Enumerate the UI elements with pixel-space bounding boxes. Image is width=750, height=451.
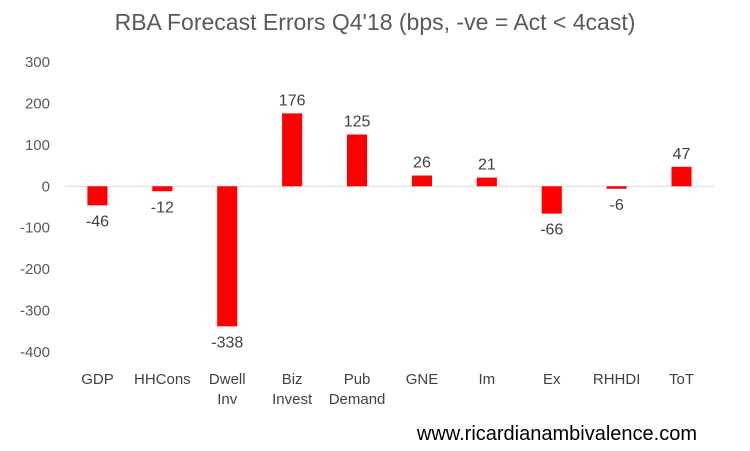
- bar: [411, 175, 433, 187]
- y-tick-label: 100: [25, 137, 50, 154]
- y-tick-label: -400: [20, 344, 50, 361]
- footer-source-url[interactable]: www.ricardianambivalence.com: [416, 423, 697, 445]
- data-label: 47: [673, 146, 691, 163]
- x-tick-label: Dwell: [209, 371, 246, 388]
- bar: [476, 177, 497, 187]
- y-tick-label: 200: [25, 95, 50, 112]
- data-label: -12: [151, 199, 174, 216]
- bar-series: [87, 113, 692, 327]
- x-tick-label: Ex: [543, 371, 561, 388]
- bar: [217, 186, 238, 327]
- chart-title: RBA Forecast Errors Q4'18 (bps, -ve = Ac…: [115, 9, 636, 35]
- y-tick-label: -200: [20, 261, 50, 278]
- x-tick-label: Pub: [344, 371, 371, 388]
- data-label: 125: [344, 114, 371, 131]
- x-tick-label: HHCons: [134, 371, 191, 388]
- data-label: 26: [413, 155, 431, 172]
- data-label: -66: [540, 222, 563, 239]
- x-tick-label: Demand: [329, 391, 386, 408]
- data-label: -338: [211, 334, 243, 351]
- y-tick-label: -300: [20, 303, 50, 320]
- bar: [282, 113, 303, 187]
- x-tick-label: Biz: [282, 371, 303, 388]
- y-tick-label: 300: [25, 54, 50, 71]
- data-label: -46: [86, 213, 109, 230]
- x-tick-label: GNE: [406, 371, 439, 388]
- y-tick-label: -100: [20, 220, 50, 237]
- x-tick-label: Im: [479, 371, 496, 388]
- x-tick-label: Invest: [272, 391, 313, 408]
- data-label: 21: [478, 157, 496, 174]
- x-tick-label: GDP: [81, 371, 114, 388]
- x-tick-label: RHHDI: [593, 371, 641, 388]
- x-tick-label: Inv: [217, 391, 238, 408]
- data-label: -6: [610, 197, 624, 214]
- bar: [606, 186, 627, 189]
- bar: [152, 186, 173, 192]
- bar: [671, 166, 692, 187]
- data-labels: -46 -12 -338 176 125 26 21 -66 -6 47: [86, 92, 691, 351]
- bar: [346, 134, 368, 187]
- y-tick-label: 0: [42, 178, 50, 195]
- bar: [87, 186, 108, 206]
- x-tick-label: ToT: [669, 371, 694, 388]
- x-axis: GDP HHCons Dwell Inv Biz Invest Pub Demand GNE Im…: [81, 371, 694, 408]
- bar: [541, 186, 562, 214]
- y-axis: 300 200 100 0 -100 -200 -300 -400: [20, 54, 50, 361]
- data-label: 176: [279, 92, 306, 109]
